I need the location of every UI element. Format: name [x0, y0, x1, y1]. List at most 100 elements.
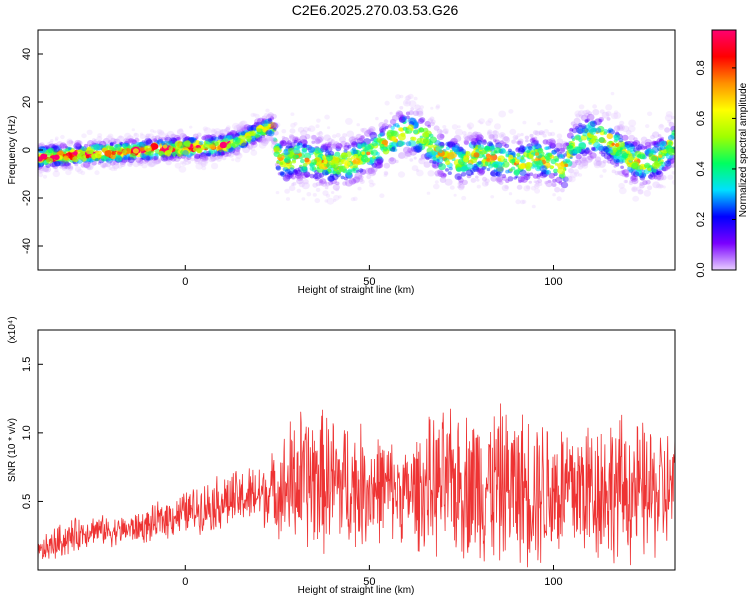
y-tick-label: 40 — [21, 48, 33, 60]
spectrogram-cell — [260, 137, 268, 145]
spectrogram-cell — [448, 166, 453, 171]
spectrogram-cell — [463, 134, 469, 140]
spectrogram-cell — [189, 125, 193, 129]
spectrogram-cell — [276, 161, 280, 164]
spectrogram-cell — [503, 136, 510, 142]
spectrogram-cell — [153, 160, 159, 166]
spectrogram-cell — [226, 134, 233, 141]
spectrogram-cell — [418, 127, 425, 133]
spectrogram-cell — [472, 165, 477, 170]
spectrogram-cell — [640, 136, 648, 143]
spectrogram-cell — [461, 179, 468, 186]
spectrogram-cell — [340, 152, 348, 159]
spectrogram-cell — [333, 198, 337, 203]
spectrogram-cell — [245, 135, 252, 142]
spectrogram-cell — [297, 126, 305, 133]
spectrogram-cell — [273, 130, 279, 136]
spectrogram-cell — [211, 153, 216, 158]
spectrogram-cell — [467, 131, 473, 137]
spectrogram-cell — [429, 159, 434, 164]
spectrogram-cell — [549, 139, 557, 146]
spectrogram-cell — [435, 104, 441, 109]
spectrogram-cell — [589, 120, 598, 127]
spectrogram-cell — [440, 172, 447, 179]
spectrogram-cell — [535, 152, 540, 156]
spectrogram-cell — [521, 199, 527, 204]
spectrogram-cell — [207, 152, 212, 157]
spectrogram-cell — [157, 159, 162, 163]
spectrogram-cell — [315, 181, 321, 187]
spectrogram-cell — [578, 124, 582, 128]
spectrogram-cell — [528, 180, 532, 184]
spectrogram-cell — [379, 143, 385, 149]
spectrogram-cell — [633, 141, 638, 146]
spectrogram-cell — [217, 149, 225, 156]
spectrogram-cell — [565, 175, 573, 183]
spectrogram-cell — [220, 151, 225, 156]
spectrogram-cell — [102, 162, 109, 168]
spectrogram-cell — [568, 149, 574, 155]
spectrogram-cell — [654, 141, 659, 145]
spectrogram-cell — [603, 147, 610, 153]
spectrogram-cell — [431, 161, 440, 169]
spectrogram-cell — [553, 172, 558, 177]
spectrogram-cell — [615, 159, 620, 163]
spectrogram-cell — [445, 160, 451, 166]
spectrogram-cell — [358, 136, 365, 142]
spectrogram-cell — [405, 141, 412, 147]
spectrogram-cell — [551, 182, 557, 187]
spectrogram-cell — [559, 154, 564, 158]
spectrogram-cell — [609, 158, 617, 165]
spectrogram-cell — [625, 129, 632, 135]
spectrogram-cell — [227, 131, 232, 135]
spectrogram-cell — [433, 183, 440, 190]
spectrogram-cell — [599, 174, 604, 178]
spectrogram-cell — [504, 143, 510, 149]
spectrogram-cell — [568, 168, 574, 174]
spectrogram-cell — [74, 166, 82, 173]
spectrogram-cell — [503, 158, 508, 163]
spectrogram-cell — [296, 188, 302, 193]
spectrogram-cell — [314, 176, 320, 181]
spectrogram-cell — [531, 158, 535, 162]
x-tick-label: 100 — [544, 276, 562, 288]
spectrogram-cell — [296, 174, 304, 182]
spectrogram-cell — [453, 135, 462, 142]
spectrogram-cell — [584, 118, 589, 123]
spectrogram-cell — [85, 155, 90, 159]
spectrogram-cell — [658, 154, 663, 158]
spectrogram-cell — [289, 135, 296, 141]
spectrogram-cell — [368, 157, 377, 165]
spectrogram-cell — [517, 140, 522, 145]
spectrogram-cell — [64, 163, 72, 170]
spectrogram-cell — [617, 140, 625, 148]
spectrogram-cell — [438, 149, 443, 154]
spectrogram-cell — [556, 148, 561, 152]
spectrogram-cell — [389, 157, 395, 162]
spectrogram-cell — [161, 137, 165, 141]
spectrogram-cell — [168, 146, 174, 151]
spectrogram-cell — [291, 176, 295, 180]
spectrogram-cell — [516, 184, 523, 190]
snr-x-ticks: 0 50 100 — [182, 565, 563, 588]
spectrogram-cell — [547, 132, 553, 137]
spectrogram-cell — [647, 111, 653, 117]
spectrogram-cell — [59, 143, 65, 149]
spectrogram-cell — [378, 121, 386, 129]
spectrogram-cell — [573, 169, 579, 175]
spectrogram-cell — [68, 139, 73, 145]
spectrogram-cell — [369, 183, 375, 188]
spectrogram-cell — [621, 125, 630, 133]
spectrogram-cell — [494, 123, 501, 130]
spectrogram-cell — [285, 142, 293, 149]
chart-title: C2E6.2025.270.03.53.G26 — [291, 2, 459, 18]
snr-y-label: SNR (10 * v/v) — [7, 418, 18, 482]
spectrogram-cell — [639, 181, 644, 186]
spectrogram-cell — [137, 160, 143, 165]
spectrogram-cell — [226, 125, 231, 130]
spectrogram-cell — [397, 110, 404, 116]
spectrogram-cell — [628, 169, 634, 174]
spectrogram-cell — [151, 135, 158, 141]
spectrogram-cell — [325, 193, 331, 198]
spectrogram-cell — [323, 134, 331, 141]
